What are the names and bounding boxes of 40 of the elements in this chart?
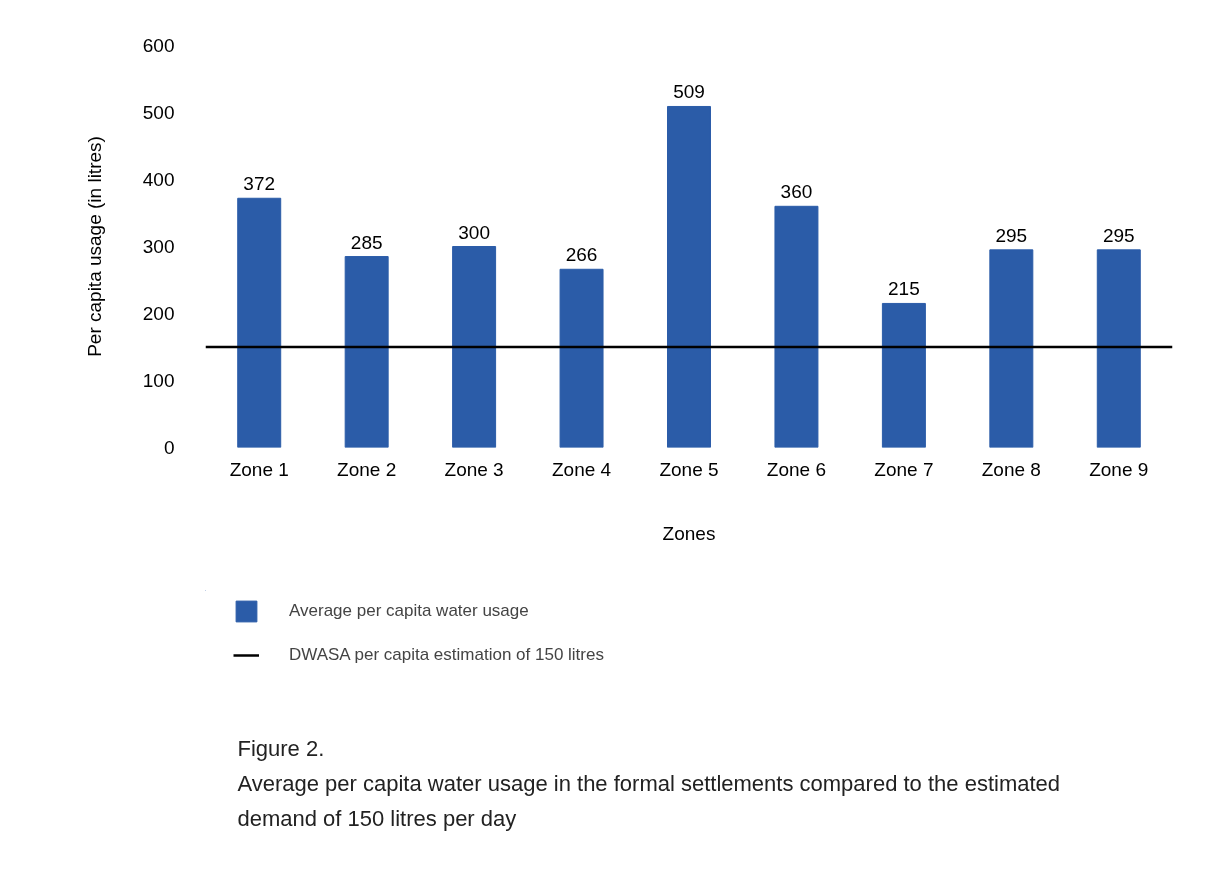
data-label: 360 <box>780 181 813 203</box>
caption: Figure 2. <box>237 736 325 761</box>
bar <box>989 249 1034 448</box>
data-label: 295 <box>995 224 1028 246</box>
x-tick-label: Zone 2 <box>337 458 397 480</box>
data-label: 509 <box>673 81 705 103</box>
bar <box>452 246 497 448</box>
legend-label: Average per capita water usage <box>289 601 529 621</box>
bar <box>237 197 282 448</box>
data-label: 300 <box>458 221 490 243</box>
y-tick-label: 100 <box>142 370 175 391</box>
text: Average per capita water usage in the formal settlements compared to the estimated demand of 150 litres per day <box>237 771 1061 831</box>
x-axis-title: Zones <box>662 522 716 544</box>
bar <box>559 268 604 448</box>
x-tick-label: Zone 4 <box>551 458 612 480</box>
bar <box>774 205 819 448</box>
data-label: 266 <box>565 244 598 266</box>
x-tick-label: Zone 3 <box>444 458 504 480</box>
x-tick-label: Zone 5 <box>659 458 719 480</box>
x-tick-label: Zone 9 <box>1089 458 1149 480</box>
x-tick-label: Zone 7 <box>874 458 934 480</box>
data-label: 285 <box>350 231 383 253</box>
bar <box>1096 249 1141 448</box>
data-label: 295 <box>1102 224 1135 246</box>
bar <box>667 105 711 448</box>
bar <box>881 302 926 448</box>
y-tick-label: 400 <box>142 169 175 190</box>
y-tick-label: 600 <box>142 35 175 56</box>
bar <box>344 256 389 448</box>
y-tick-label: 300 <box>142 236 175 257</box>
x-tick-label: Zone 6 <box>766 458 827 480</box>
y-tick-label: 0 <box>163 437 175 458</box>
x-tick-label: Zone 1 <box>229 458 289 480</box>
y-tick-label: 200 <box>142 303 175 324</box>
x-tick-label: Zone 8 <box>981 458 1041 480</box>
data-label: 215 <box>888 278 920 300</box>
legend-label: DWASA per capita estimation of 150 litres <box>289 645 604 665</box>
y-axis-title: Per capita usage (in litres) <box>83 136 105 357</box>
y-tick-label: 500 <box>142 102 175 123</box>
data-label: 372 <box>243 173 276 195</box>
